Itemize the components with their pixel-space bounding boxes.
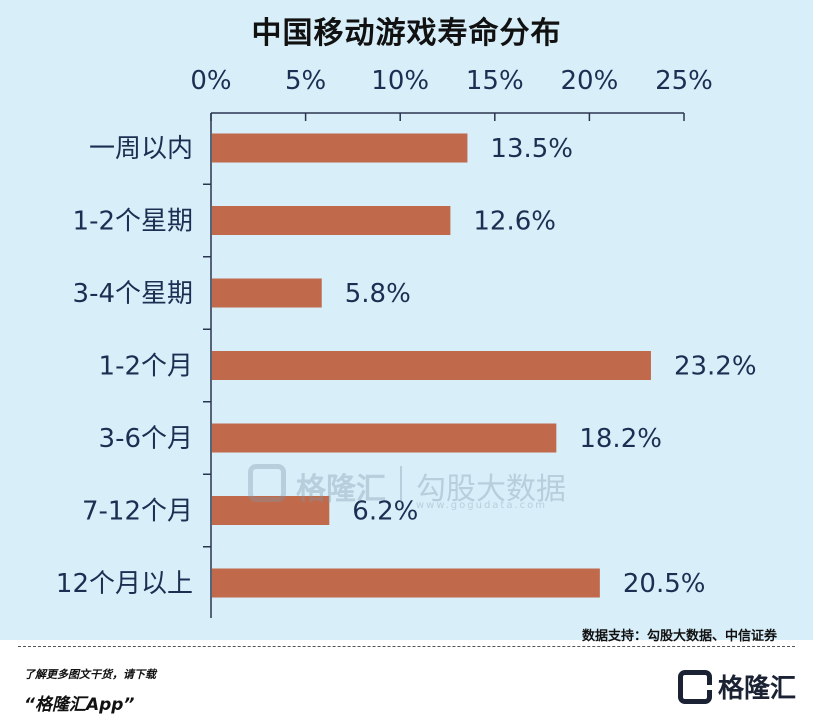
category-label: 3-4个星期 — [73, 279, 193, 309]
value-label: 5.8% — [345, 279, 411, 309]
x-tick-label: 10% — [371, 66, 429, 96]
category-label: 7-12个月 — [82, 497, 193, 527]
bars — [212, 133, 651, 598]
bar — [212, 278, 322, 308]
category-label: 一周以内 — [89, 134, 193, 164]
x-tick-label: 5% — [285, 66, 326, 96]
labels: 一周以内 13.5% 1-2个星期 12.6% 3-4个星期 5.8% 1-2个月 23.2%… — [56, 134, 757, 599]
value-label: 23.2% — [674, 352, 757, 382]
value-label: 20.5% — [623, 569, 706, 599]
footer-logo[interactable]: 格隆汇 — [676, 666, 806, 716]
divider — [18, 646, 795, 647]
x-tick-label: 15% — [466, 66, 524, 96]
source-text: 数据支持：勾股大数据、中信证券 — [581, 629, 777, 644]
x-tick-label: 20% — [561, 66, 619, 96]
watermark-logo-icon — [248, 464, 286, 502]
category-label: 3-6个月 — [99, 424, 193, 454]
watermark: 格隆汇 勾股大数据 www.gogudata.com — [248, 460, 578, 520]
footer-promo-text: 了解更多图文干货，请下载 — [24, 668, 156, 681]
value-label: 6.2% — [352, 497, 418, 527]
gelonghui-logo-icon — [678, 670, 712, 704]
x-tick-label: 25% — [655, 66, 713, 96]
footer-logo-text: 格隆汇 — [718, 674, 797, 704]
watermark-separator — [400, 466, 402, 502]
bar — [212, 206, 451, 235]
category-label: 1-2个月 — [99, 352, 193, 382]
bar — [212, 351, 651, 380]
watermark-url: www.gogudata.com — [416, 500, 548, 511]
value-label: 13.5% — [490, 134, 573, 164]
bar-chart: 0% 5% 10% 15% 20% 25% 一周以内 13.5% 1-2个星期 12.6% 3-4… — [56, 66, 757, 618]
x-tick-label: 0% — [190, 66, 231, 96]
value-label: 12.6% — [473, 207, 556, 237]
bar — [212, 568, 600, 598]
bar — [212, 423, 557, 453]
chart-panel: 中国移动游戏寿命分布 0% 5% 10% 15% 20% 25% 一周以内 13.5% 1-2… — [0, 0, 813, 640]
footer-app-name: “格隆汇App” — [24, 695, 135, 715]
category-label: 1-2个星期 — [73, 207, 193, 237]
category-label: 12个月以上 — [56, 569, 193, 599]
bar — [212, 133, 468, 163]
bar — [212, 496, 330, 525]
value-label: 18.2% — [579, 424, 662, 454]
axes: 0% 5% 10% 15% 20% 25% — [190, 66, 713, 618]
watermark-name: 格隆汇 — [296, 472, 386, 507]
watermark-brand: 勾股大数据 — [416, 472, 566, 507]
chart-title: 中国移动游戏寿命分布 — [251, 16, 562, 51]
